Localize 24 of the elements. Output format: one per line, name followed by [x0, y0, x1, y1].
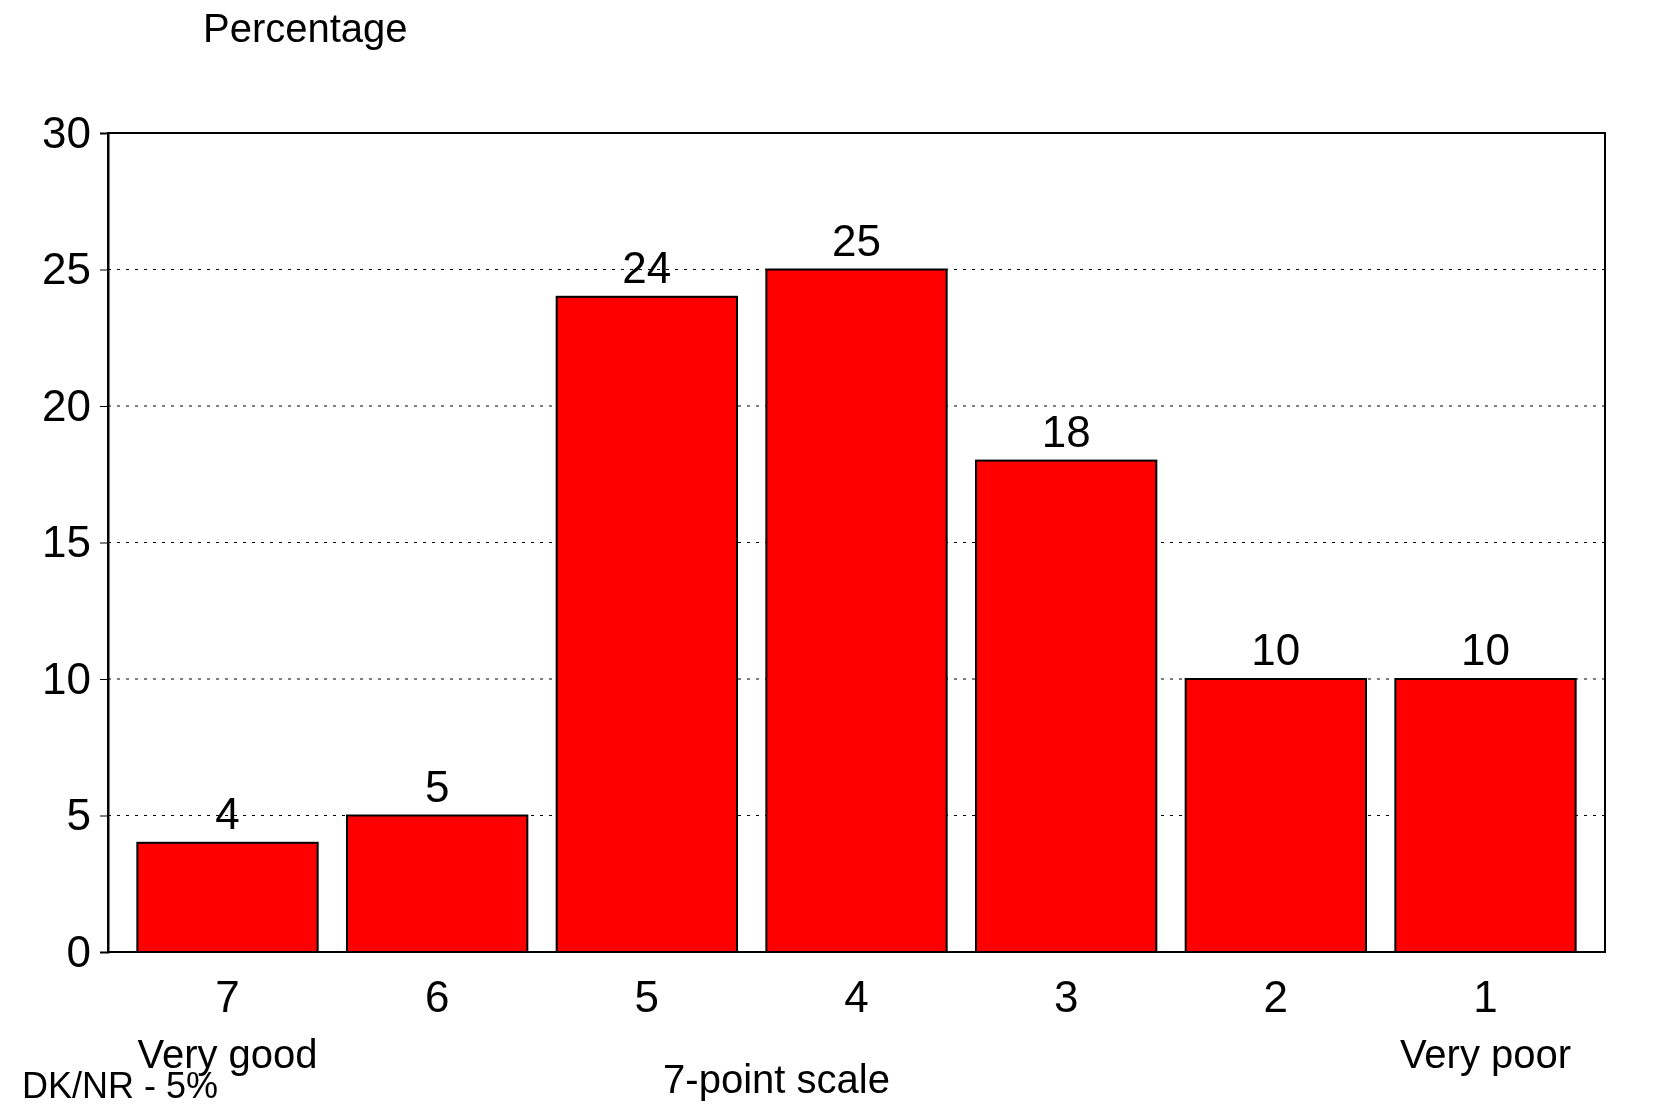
data-label: 4: [215, 788, 240, 838]
y-tick-label: 10: [42, 653, 91, 703]
x-tick-label: 5: [634, 972, 660, 1022]
x-tick-label: 7: [215, 972, 240, 1022]
y-tick-label: 30: [42, 107, 91, 157]
y-axis-title: Percentage: [203, 6, 408, 50]
x-tick-label: 6: [424, 972, 450, 1022]
data-label: 5: [424, 761, 450, 811]
data-label: 10: [1251, 625, 1301, 674]
data-label: 25: [832, 215, 881, 265]
x-axis-title: 7-point scale: [663, 1057, 890, 1101]
y-tick-label: 5: [66, 790, 91, 840]
y-tick-label: 25: [42, 244, 91, 294]
y-tick-label: 20: [42, 380, 91, 430]
data-label: 24: [622, 242, 672, 292]
x-tick-label: 1: [1473, 972, 1498, 1022]
data-label: 18: [1041, 406, 1091, 456]
y-tick-label: 0: [66, 926, 91, 976]
x-tick-label: 3: [1053, 972, 1079, 1022]
y-tick-label: 15: [42, 517, 91, 567]
data-label: 10: [1461, 625, 1510, 674]
text: Very poor: [1399, 1032, 1572, 1076]
x-tick-label: 2: [1263, 972, 1289, 1022]
x-tick-label: 4: [844, 972, 869, 1022]
